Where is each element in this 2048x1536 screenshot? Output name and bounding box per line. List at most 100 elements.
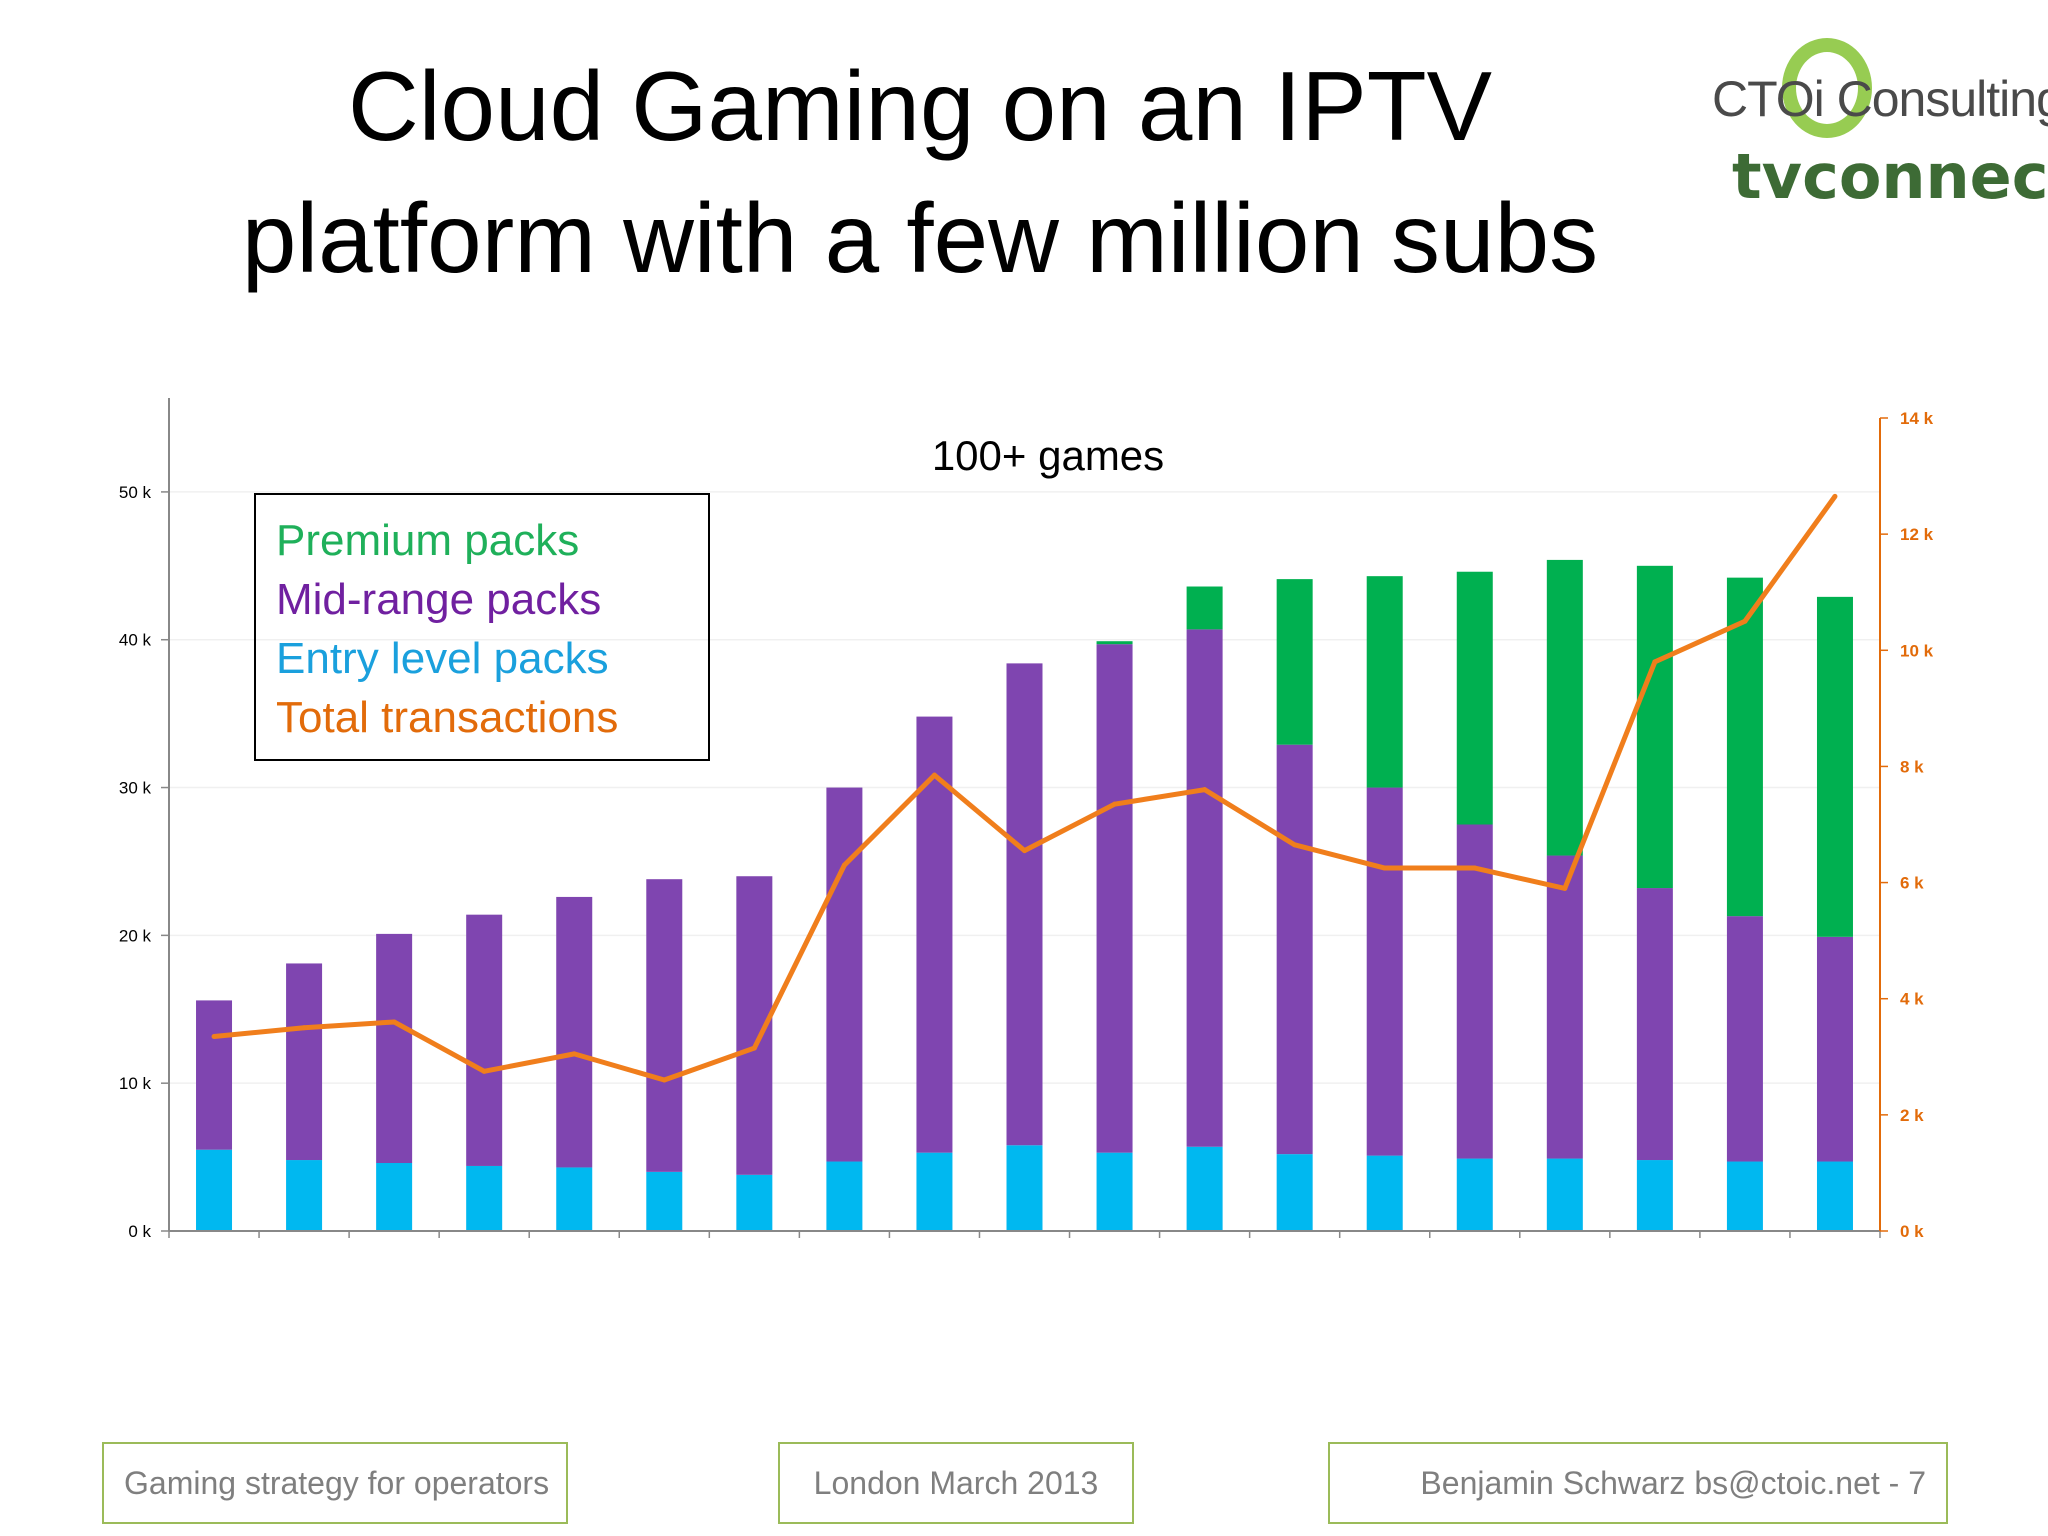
stacked-bar-chart: 0 k 10 k 20 k 30 k 40 k 50 k 0 k 2 k 4 k 6 k 8 k 10… bbox=[119, 398, 1934, 1241]
total-point-3 bbox=[391, 1019, 397, 1025]
bar-entry-17 bbox=[1636, 1160, 1673, 1231]
y-left-tick-label-5: 50 k bbox=[119, 483, 152, 502]
cto-consulting-logo-text: CTOi Consulting bbox=[1712, 71, 2048, 127]
total-point-15 bbox=[1472, 865, 1478, 871]
total-point-12 bbox=[1202, 787, 1208, 793]
bar-entry-6 bbox=[646, 1171, 683, 1231]
bar-midrange-16 bbox=[1546, 855, 1583, 1159]
total-point-8 bbox=[841, 862, 847, 868]
tv-connect-logo: tvconnect bbox=[1732, 140, 2048, 220]
total-point-5 bbox=[571, 1051, 577, 1057]
bar-midrange-9 bbox=[916, 716, 953, 1153]
legend-midrange: Mid-range packs bbox=[276, 575, 602, 624]
bar-premium-12 bbox=[1186, 586, 1223, 630]
bar-entry-3 bbox=[376, 1163, 413, 1231]
total-point-4 bbox=[481, 1068, 487, 1074]
y-right-tick-label-5: 10 k bbox=[1900, 641, 1934, 660]
y-left-tick-label-0: 0 k bbox=[128, 1222, 151, 1241]
y-right-tick-label-0: 0 k bbox=[1900, 1222, 1924, 1241]
legend-total: Total transactions bbox=[276, 693, 619, 742]
bar-entry-8 bbox=[826, 1161, 863, 1231]
total-point-13 bbox=[1292, 842, 1298, 848]
bar-entry-7 bbox=[736, 1174, 773, 1231]
bar-premium-14 bbox=[1366, 576, 1403, 788]
footer-left: Gaming strategy for operators bbox=[102, 1442, 568, 1524]
total-point-19 bbox=[1832, 493, 1838, 499]
bar-entry-5 bbox=[556, 1167, 593, 1231]
total-point-17 bbox=[1652, 659, 1658, 665]
bar-entry-2 bbox=[286, 1160, 323, 1231]
bar-midrange-8 bbox=[826, 787, 863, 1162]
bar-entry-15 bbox=[1456, 1158, 1493, 1231]
bar-entry-19 bbox=[1816, 1161, 1853, 1231]
total-point-11 bbox=[1112, 801, 1118, 807]
total-point-7 bbox=[751, 1045, 757, 1051]
y-right-tick-label-1: 2 k bbox=[1900, 1106, 1924, 1125]
chart-annotation: 100+ games bbox=[932, 432, 1164, 479]
footer-center-text: London March 2013 bbox=[813, 1465, 1099, 1501]
total-point-2 bbox=[301, 1025, 307, 1031]
bar-midrange-2 bbox=[286, 963, 323, 1161]
bar-midrange-3 bbox=[376, 933, 413, 1164]
bar-entry-1 bbox=[196, 1149, 233, 1231]
bar-midrange-15 bbox=[1456, 824, 1493, 1159]
bar-entry-18 bbox=[1726, 1161, 1763, 1231]
bar-midrange-10 bbox=[1006, 663, 1043, 1146]
total-point-14 bbox=[1382, 865, 1388, 871]
cto-consulting-logo: CTOi Consulting bbox=[1712, 34, 2048, 144]
legend-entry: Entry level packs bbox=[276, 634, 609, 683]
slide-title: Cloud Gaming on an IPTV platform with a … bbox=[100, 40, 1740, 304]
total-point-18 bbox=[1742, 618, 1748, 624]
bar-entry-12 bbox=[1186, 1146, 1223, 1231]
bar-midrange-14 bbox=[1366, 787, 1403, 1156]
bar-entry-4 bbox=[466, 1165, 503, 1231]
bar-midrange-4 bbox=[466, 914, 503, 1166]
bar-midrange-18 bbox=[1726, 916, 1763, 1162]
bar-midrange-17 bbox=[1636, 888, 1673, 1161]
total-point-6 bbox=[661, 1077, 667, 1083]
bar-premium-16 bbox=[1546, 559, 1583, 856]
footer-right: Benjamin Schwarz bs@ctoic.net - 7 bbox=[1328, 1442, 1948, 1524]
bar-midrange-19 bbox=[1816, 936, 1853, 1162]
bar-premium-13 bbox=[1276, 579, 1313, 745]
bar-premium-18 bbox=[1726, 577, 1763, 917]
total-point-16 bbox=[1562, 885, 1568, 891]
legend-premium: Premium packs bbox=[276, 516, 580, 565]
y-left-tick-label-4: 40 k bbox=[119, 631, 152, 650]
footer-center: London March 2013 bbox=[778, 1442, 1134, 1524]
bar-midrange-11 bbox=[1096, 644, 1133, 1153]
bar-midrange-6 bbox=[646, 879, 683, 1172]
tv-logo-text: tv bbox=[1732, 140, 1803, 213]
bar-entry-16 bbox=[1546, 1158, 1583, 1231]
bar-entry-14 bbox=[1366, 1155, 1403, 1231]
y-right-tick-label-7: 14 k bbox=[1900, 409, 1934, 428]
connect-logo-text: connect bbox=[1802, 140, 2048, 213]
y-left-tick-label-1: 10 k bbox=[119, 1074, 152, 1093]
title-line-2: platform with a few million subs bbox=[241, 183, 1599, 293]
bar-midrange-12 bbox=[1186, 629, 1223, 1147]
bar-midrange-1 bbox=[196, 1000, 233, 1150]
y-right-tick-label-4: 8 k bbox=[1900, 757, 1924, 776]
bar-entry-9 bbox=[916, 1152, 953, 1231]
bar-midrange-13 bbox=[1276, 744, 1313, 1155]
y-left-tick-label-3: 30 k bbox=[119, 779, 152, 798]
bar-entry-10 bbox=[1006, 1145, 1043, 1231]
bar-entry-13 bbox=[1276, 1154, 1313, 1231]
bar-midrange-5 bbox=[556, 896, 593, 1168]
chart-bars bbox=[196, 559, 1853, 1231]
footer-left-text: Gaming strategy for operators bbox=[124, 1465, 550, 1501]
chart-total-line bbox=[211, 493, 1838, 1083]
footer-right-text: Benjamin Schwarz bs@ctoic.net - 7 bbox=[1420, 1465, 1926, 1501]
y-left-tick-label-2: 20 k bbox=[119, 926, 152, 945]
bar-premium-17 bbox=[1636, 565, 1673, 889]
bar-premium-19 bbox=[1816, 596, 1853, 937]
chart-legend: Premium packs Mid-range packs Entry leve… bbox=[254, 493, 710, 761]
title-line-1: Cloud Gaming on an IPTV bbox=[348, 51, 1492, 161]
bar-premium-11 bbox=[1096, 641, 1133, 645]
chart-axes: 0 k 10 k 20 k 30 k 40 k 50 k 0 k 2 k 4 k 6 k 8 k 10… bbox=[119, 398, 1934, 1241]
y-right-tick-label-6: 12 k bbox=[1900, 525, 1934, 544]
bar-entry-11 bbox=[1096, 1152, 1133, 1231]
bar-premium-15 bbox=[1456, 571, 1493, 825]
y-right-tick-label-2: 4 k bbox=[1900, 990, 1924, 1009]
total-point-10 bbox=[1022, 848, 1027, 854]
